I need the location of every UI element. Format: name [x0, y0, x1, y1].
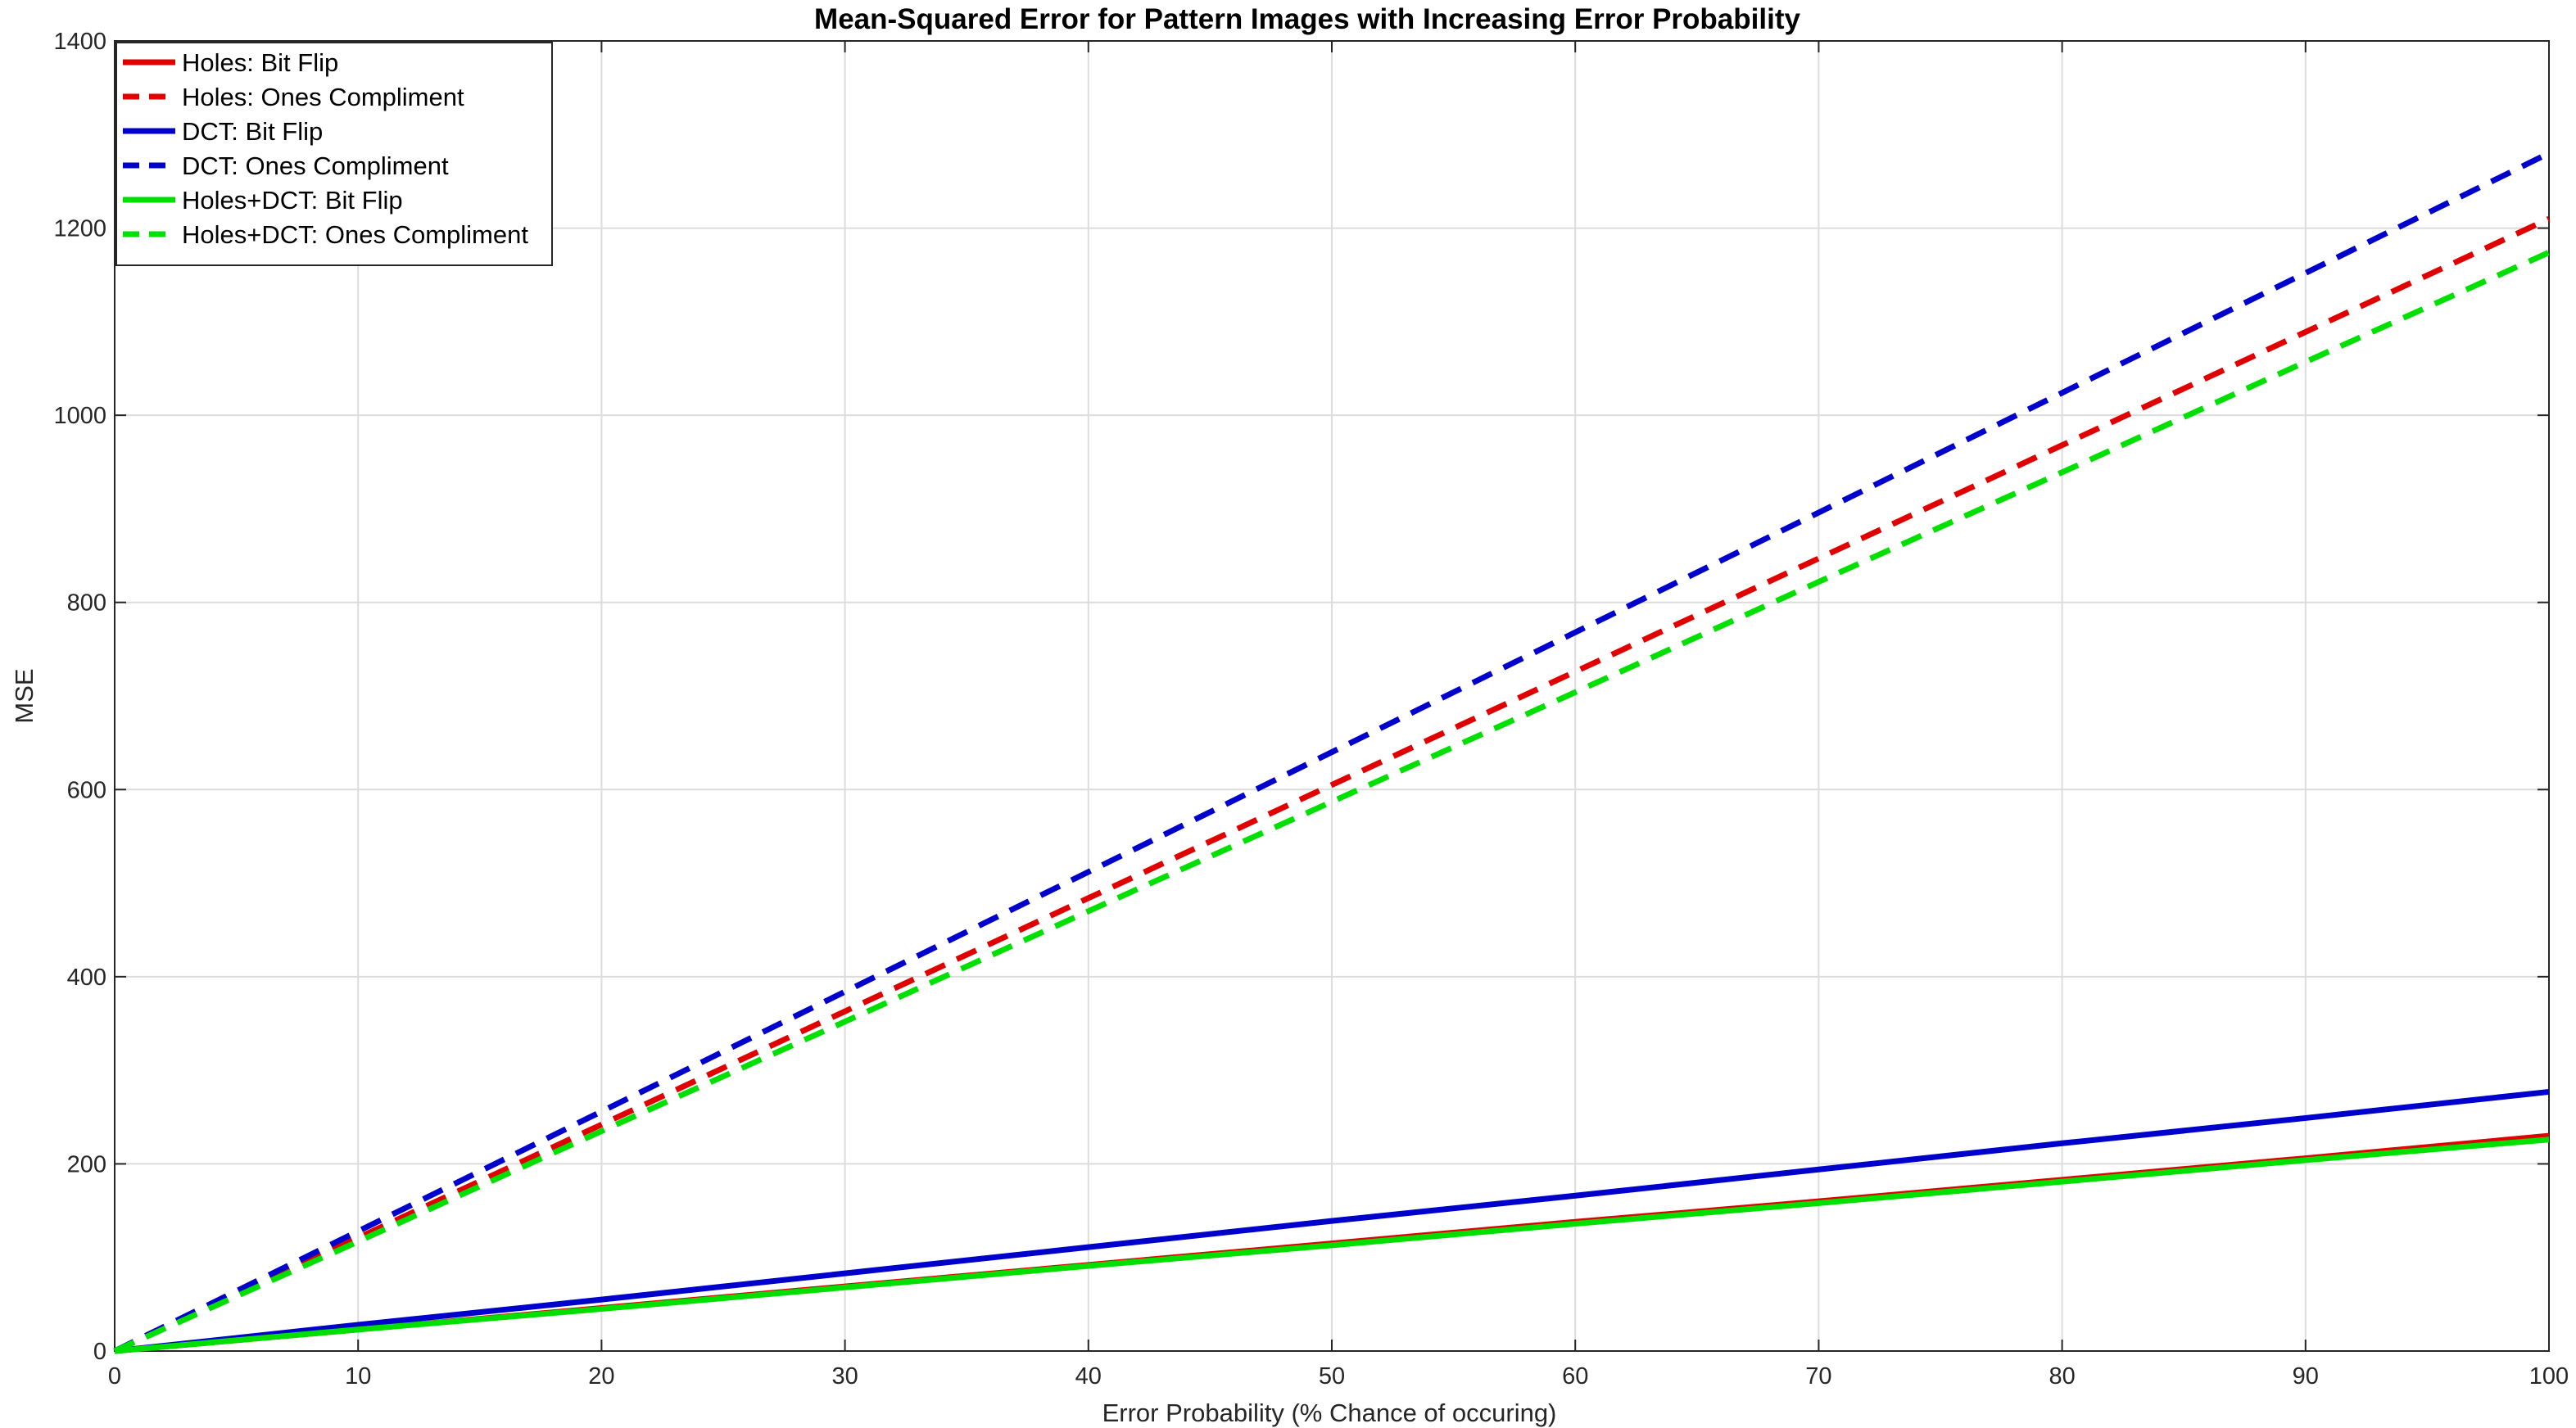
- legend-entry: Holes: Ones Compliment: [182, 83, 464, 111]
- legend-entry: Holes+DCT: Ones Compliment: [182, 220, 528, 249]
- x-tick-label: 10: [345, 1363, 371, 1390]
- x-tick-label: 70: [1805, 1363, 1831, 1390]
- y-tick-label: 200: [67, 1151, 106, 1177]
- series-lines: [113, 151, 2551, 1354]
- legend: Holes: Bit Flip Holes: Ones Compliment DCT…: [115, 42, 553, 266]
- x-tick-label: 40: [1075, 1363, 1102, 1390]
- legend-entry: Holes: Bit Flip: [182, 48, 338, 77]
- x-tick-label: 20: [588, 1363, 614, 1390]
- y-tick-label: 600: [67, 777, 106, 803]
- chart-title: Mean-Squared Error for Pattern Images wi…: [814, 3, 1800, 35]
- x-tick-label: 60: [1562, 1363, 1588, 1390]
- legend-box: [115, 42, 553, 266]
- x-axis: 0 10 20 30 40 50 60 70 80 90 100: [108, 41, 2569, 1390]
- series-line-4: [114, 1137, 2550, 1354]
- y-axis: 0 200 400 600 800 1000 1200 1400: [53, 29, 2549, 1365]
- series-line-3: [113, 151, 2551, 1354]
- series-line-1: [113, 215, 2551, 1354]
- x-axis-label: Error Probability (% Chance of occuring): [1102, 1399, 1557, 1427]
- legend-entry: DCT: Bit Flip: [182, 117, 323, 146]
- x-tick-label: 30: [831, 1363, 858, 1390]
- y-tick-label: 1000: [53, 403, 106, 429]
- y-tick-label: 1200: [53, 216, 106, 242]
- y-tick-label: 400: [67, 965, 106, 991]
- x-tick-label: 80: [2049, 1363, 2075, 1390]
- x-tick-label: 100: [2529, 1363, 2569, 1390]
- series-line-2: [114, 1088, 2550, 1354]
- x-tick-label: 0: [108, 1363, 121, 1390]
- y-tick-label: 1400: [53, 29, 106, 55]
- x-tick-label: 50: [1319, 1363, 1345, 1390]
- y-tick-label: 800: [67, 590, 106, 617]
- y-tick-label: 0: [93, 1339, 106, 1365]
- legend-entry: Holes+DCT: Bit Flip: [182, 186, 403, 215]
- legend-entry: DCT: Ones Compliment: [182, 151, 449, 180]
- y-axis-label: MSE: [10, 668, 38, 723]
- x-tick-label: 90: [2293, 1363, 2319, 1390]
